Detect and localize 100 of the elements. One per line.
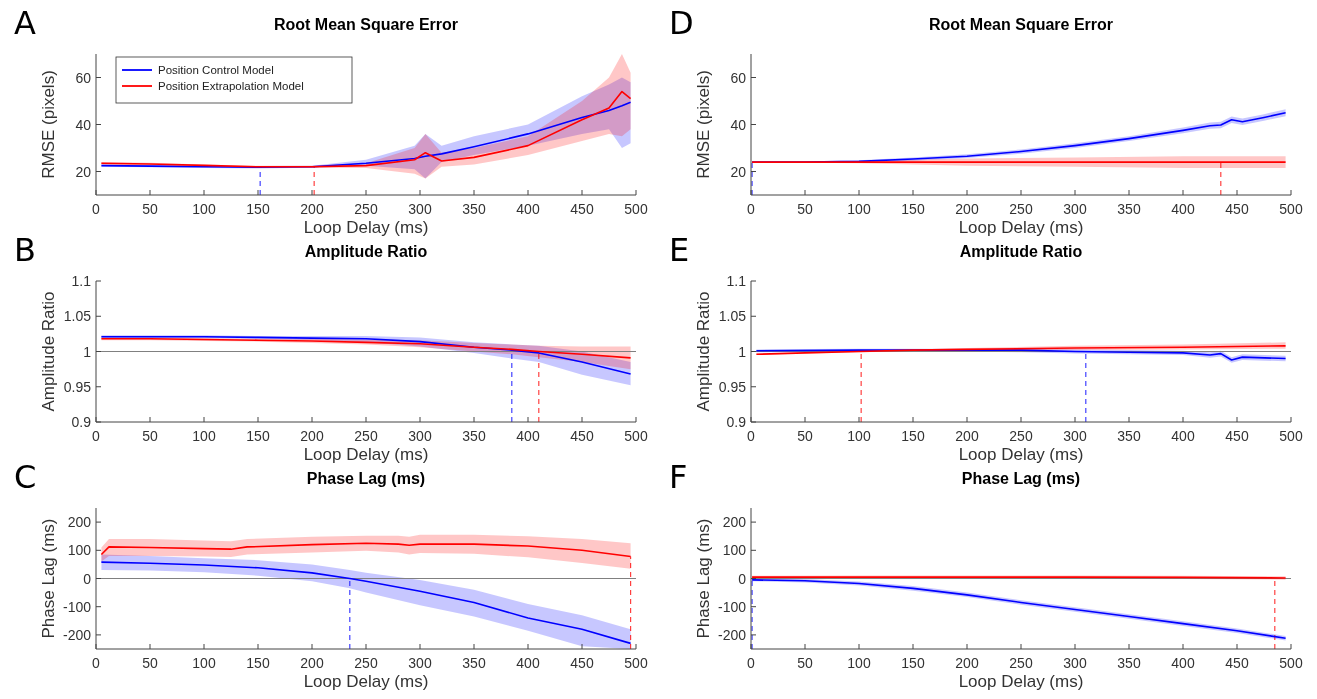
x-tick-label: 300 (1063, 201, 1087, 217)
chart-title: Root Mean Square Error (273, 16, 459, 33)
x-tick-label: 350 (462, 428, 486, 444)
y-tick-label: -100 (717, 598, 747, 615)
x-tick-label: 400 (516, 428, 540, 444)
x-tick-label: 100 (192, 655, 216, 671)
y-tick-label: 1 (83, 343, 92, 360)
line-series (100, 90, 632, 168)
y-tick-label: 20 (75, 163, 92, 180)
x-tick-label: 200 (955, 428, 979, 444)
legend-label: Position Extrapolation Model (158, 80, 304, 92)
y-tick-label: 20 (730, 163, 747, 180)
x-tick-label: 50 (142, 201, 158, 217)
x-axis-title: Loop Delay (ms) (958, 445, 1084, 464)
x-tick-label: 450 (1225, 201, 1249, 217)
y-tick-label: 60 (75, 69, 92, 86)
x-axis-title: Loop Delay (ms) (958, 218, 1084, 237)
x-tick-label: 500 (1279, 201, 1303, 217)
x-tick-label: 50 (797, 201, 813, 217)
text: F (669, 458, 688, 496)
x-tick-label: 450 (1225, 655, 1249, 671)
x-tick-label: 400 (1171, 655, 1195, 671)
x-tick-label: 250 (354, 201, 378, 217)
x-tick-label: 200 (300, 428, 324, 444)
y-tick-label: 40 (75, 116, 92, 133)
y-tick-label: 0 (738, 570, 747, 587)
chart-title: Phase Lag (ms) (961, 470, 1081, 487)
y-tick-label: 0.95 (718, 378, 747, 395)
text: E (669, 231, 690, 269)
y-axis-title: Phase Lag (ms) (39, 518, 58, 639)
x-tick-label: 50 (142, 428, 158, 444)
x-tick-label: 100 (192, 428, 216, 444)
x-tick-label: 50 (142, 655, 158, 671)
y-tick-label: 200 (67, 514, 92, 531)
y-tick-label: 0.95 (63, 378, 92, 395)
x-tick-label: 400 (516, 655, 540, 671)
x-tick-label: 250 (354, 655, 378, 671)
x-axis-title: Loop Delay (ms) (958, 672, 1084, 691)
x-tick-label: 350 (1117, 201, 1141, 217)
x-tick-label: 100 (192, 201, 216, 217)
y-tick-label: 0.9 (726, 414, 747, 430)
x-tick-label: 400 (516, 201, 540, 217)
x-tick-label: 350 (462, 201, 486, 217)
y-tick-label: 40 (730, 116, 747, 133)
x-tick-label: 200 (955, 201, 979, 217)
chart-title: Amplitude Ratio (959, 243, 1083, 260)
x-tick-label: 450 (570, 428, 594, 444)
x-tick-label: 500 (624, 201, 648, 217)
y-axis-title: RMSE (pixels) (694, 70, 713, 179)
x-tick-label: 50 (797, 655, 813, 671)
y-tick-label: -200 (717, 626, 747, 643)
y-axis-title: Phase Lag (ms) (694, 518, 713, 639)
x-tick-label: 500 (624, 428, 648, 444)
y-tick-label: 200 (722, 514, 747, 531)
y-axis-title: Amplitude Ratio (39, 291, 58, 412)
y-axis-title: RMSE (pixels) (39, 70, 58, 179)
chart-title: Amplitude Ratio (304, 243, 428, 260)
x-tick-label: 450 (570, 655, 594, 671)
x-tick-label: 150 (901, 655, 925, 671)
x-tick-label: 100 (847, 428, 871, 444)
x-tick-label: 300 (408, 201, 432, 217)
x-tick-label: 300 (408, 655, 432, 671)
y-tick-label: 1.05 (63, 308, 92, 325)
y-tick-label: 0.9 (71, 414, 92, 430)
x-tick-label: 300 (408, 428, 432, 444)
x-tick-label: 400 (1171, 428, 1195, 444)
legend-label: Position Control Model (158, 64, 274, 76)
y-tick-label: 100 (67, 542, 92, 559)
x-tick-label: 350 (462, 655, 486, 671)
y-tick-label: 0 (83, 570, 92, 587)
x-tick-label: 100 (847, 201, 871, 217)
x-tick-label: 200 (300, 655, 324, 671)
y-tick-label: 1.1 (71, 273, 92, 289)
x-tick-label: 200 (955, 655, 979, 671)
x-tick-label: 150 (246, 655, 270, 671)
x-tick-label: 250 (1009, 655, 1033, 671)
y-tick-label: 1 (738, 343, 747, 360)
chart-title: Root Mean Square Error (928, 16, 1114, 33)
text: C (14, 458, 37, 496)
text: A (14, 4, 36, 42)
chart-title: Phase Lag (ms) (306, 470, 426, 487)
x-tick-label: 150 (901, 201, 925, 217)
x-tick-label: 100 (847, 655, 871, 671)
x-tick-label: 350 (1117, 428, 1141, 444)
y-tick-label: -200 (62, 626, 92, 643)
x-tick-label: 500 (1279, 655, 1303, 671)
y-tick-label: 100 (722, 542, 747, 559)
x-tick-label: 300 (1063, 428, 1087, 444)
x-axis-title: Loop Delay (ms) (303, 218, 429, 237)
y-axis-title: Amplitude Ratio (694, 291, 713, 412)
y-tick-label: -100 (62, 598, 92, 615)
x-tick-label: 250 (354, 428, 378, 444)
y-tick-label: 60 (730, 69, 747, 86)
y-tick-label: 1.05 (718, 308, 747, 325)
x-tick-label: 500 (624, 655, 648, 671)
x-tick-label: 50 (797, 428, 813, 444)
y-tick-label: 1.1 (726, 273, 747, 289)
x-tick-label: 150 (901, 428, 925, 444)
x-axis-title: Loop Delay (ms) (303, 672, 429, 691)
x-tick-label: 450 (1225, 428, 1249, 444)
